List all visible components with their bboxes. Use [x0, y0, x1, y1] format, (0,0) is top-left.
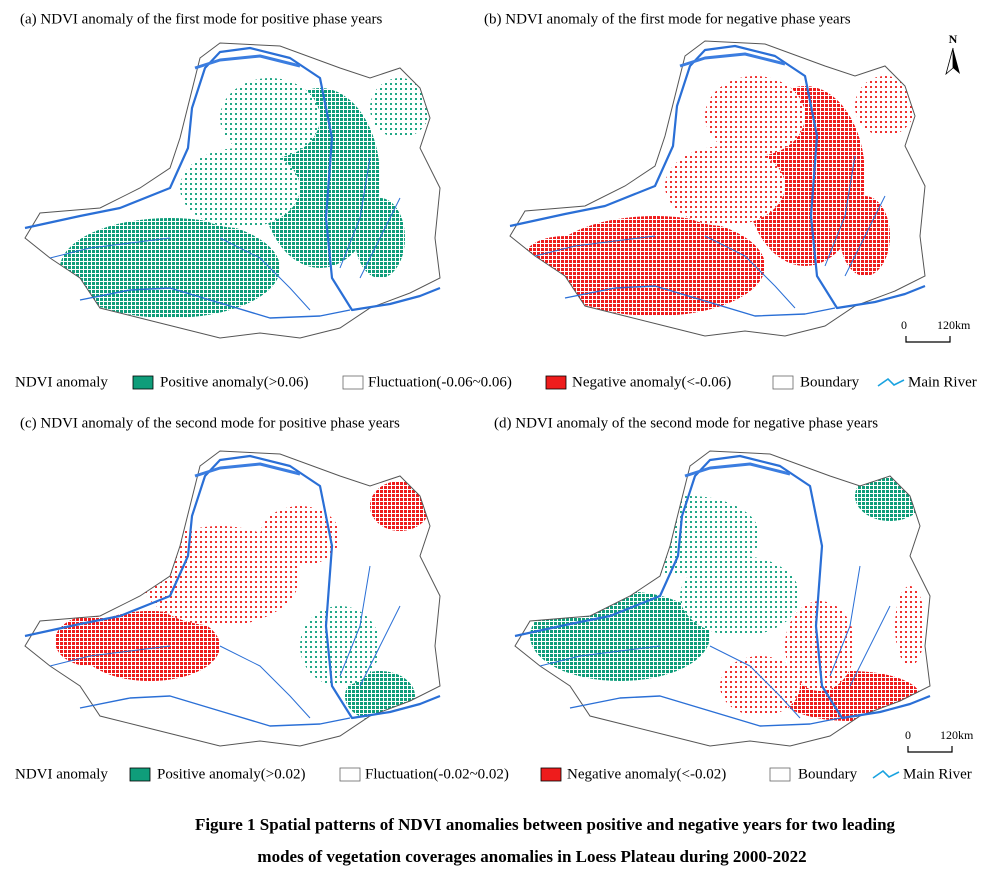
legend-swatch: [132, 375, 154, 390]
legend-label: Fluctuation(-0.02~0.02): [365, 766, 509, 782]
map: [513, 450, 932, 747]
scale-end: 120km: [940, 728, 974, 742]
anomaly-patch: [680, 556, 800, 636]
legend-label: Boundary: [800, 374, 860, 390]
panel-title: (c) NDVI anomaly of the second mode for …: [20, 415, 400, 431]
anomaly-patch: [60, 248, 160, 308]
anomaly-patch: [55, 616, 125, 666]
anomaly-patch: [620, 496, 760, 576]
map: [23, 42, 442, 339]
anomaly-patches: [55, 481, 430, 721]
legend-swatch: [772, 375, 794, 390]
scale-bar: 0 120km: [905, 728, 974, 753]
legend-label: Positive anomaly(>0.02): [157, 766, 305, 782]
legend-title: NDVI anomaly: [15, 374, 108, 390]
anomaly-patch: [785, 601, 855, 691]
legend-label: Negative anomaly(<-0.02): [567, 766, 726, 782]
anomaly-patch: [720, 656, 800, 716]
anomaly-patch: [370, 481, 430, 531]
anomaly-patch: [855, 76, 915, 136]
anomaly-patch: [260, 506, 340, 566]
anomaly-patch: [855, 471, 925, 521]
legend-label: Boundary: [798, 766, 858, 782]
map-panels: [23, 40, 932, 747]
map: [23, 450, 442, 747]
legend-swatch: [342, 375, 364, 390]
legend-label: Negative anomaly(<-0.06): [572, 374, 731, 390]
anomaly-patch: [140, 526, 300, 626]
legend-title: NDVI anomaly: [15, 766, 108, 782]
caption-line: Figure 1 Spatial patterns of NDVI anomal…: [195, 815, 896, 834]
legend-river-icon: [877, 377, 905, 387]
legends: NDVI anomaly Positive anomaly(>0.06) Fluct…: [15, 374, 977, 782]
anomaly-patch: [705, 76, 805, 156]
legend-label: Main River: [903, 766, 972, 782]
anomaly-patch: [665, 146, 785, 226]
legend: NDVI anomaly Positive anomaly(>0.06) Fluct…: [15, 374, 977, 390]
scale-end: 120km: [937, 318, 971, 332]
scale-start: 0: [905, 728, 911, 742]
legend-swatch: [129, 767, 151, 782]
legend-swatch: [769, 767, 791, 782]
north-arrow: N: [945, 32, 960, 76]
scale-bar: 0 120km: [901, 318, 971, 343]
legend-river-icon: [872, 769, 900, 779]
anomaly-patch: [180, 148, 300, 228]
legend-label: Fluctuation(-0.06~0.06): [368, 374, 512, 390]
anomaly-patch: [895, 586, 925, 666]
map: [508, 40, 927, 337]
caption-line: modes of vegetation coverages anomalies …: [257, 847, 806, 866]
north-label: N: [949, 32, 958, 46]
panel-title: (d) NDVI anomaly of the second mode for …: [494, 415, 878, 431]
legend-swatch: [339, 767, 361, 782]
legend: NDVI anomaly Positive anomaly(>0.02) Fluct…: [15, 766, 972, 782]
legend-label: Positive anomaly(>0.06): [160, 374, 308, 390]
anomaly-patch: [220, 78, 320, 158]
anomaly-patch: [300, 606, 380, 686]
scale-start: 0: [901, 318, 907, 332]
legend-swatch: [540, 767, 562, 782]
legend-swatch: [545, 375, 567, 390]
panel-title: (a) NDVI anomaly of the first mode for p…: [20, 11, 383, 27]
legend-label: Main River: [908, 374, 977, 390]
panel-title: (b) NDVI anomaly of the first mode for n…: [484, 11, 851, 27]
anomaly-patch: [370, 78, 430, 138]
